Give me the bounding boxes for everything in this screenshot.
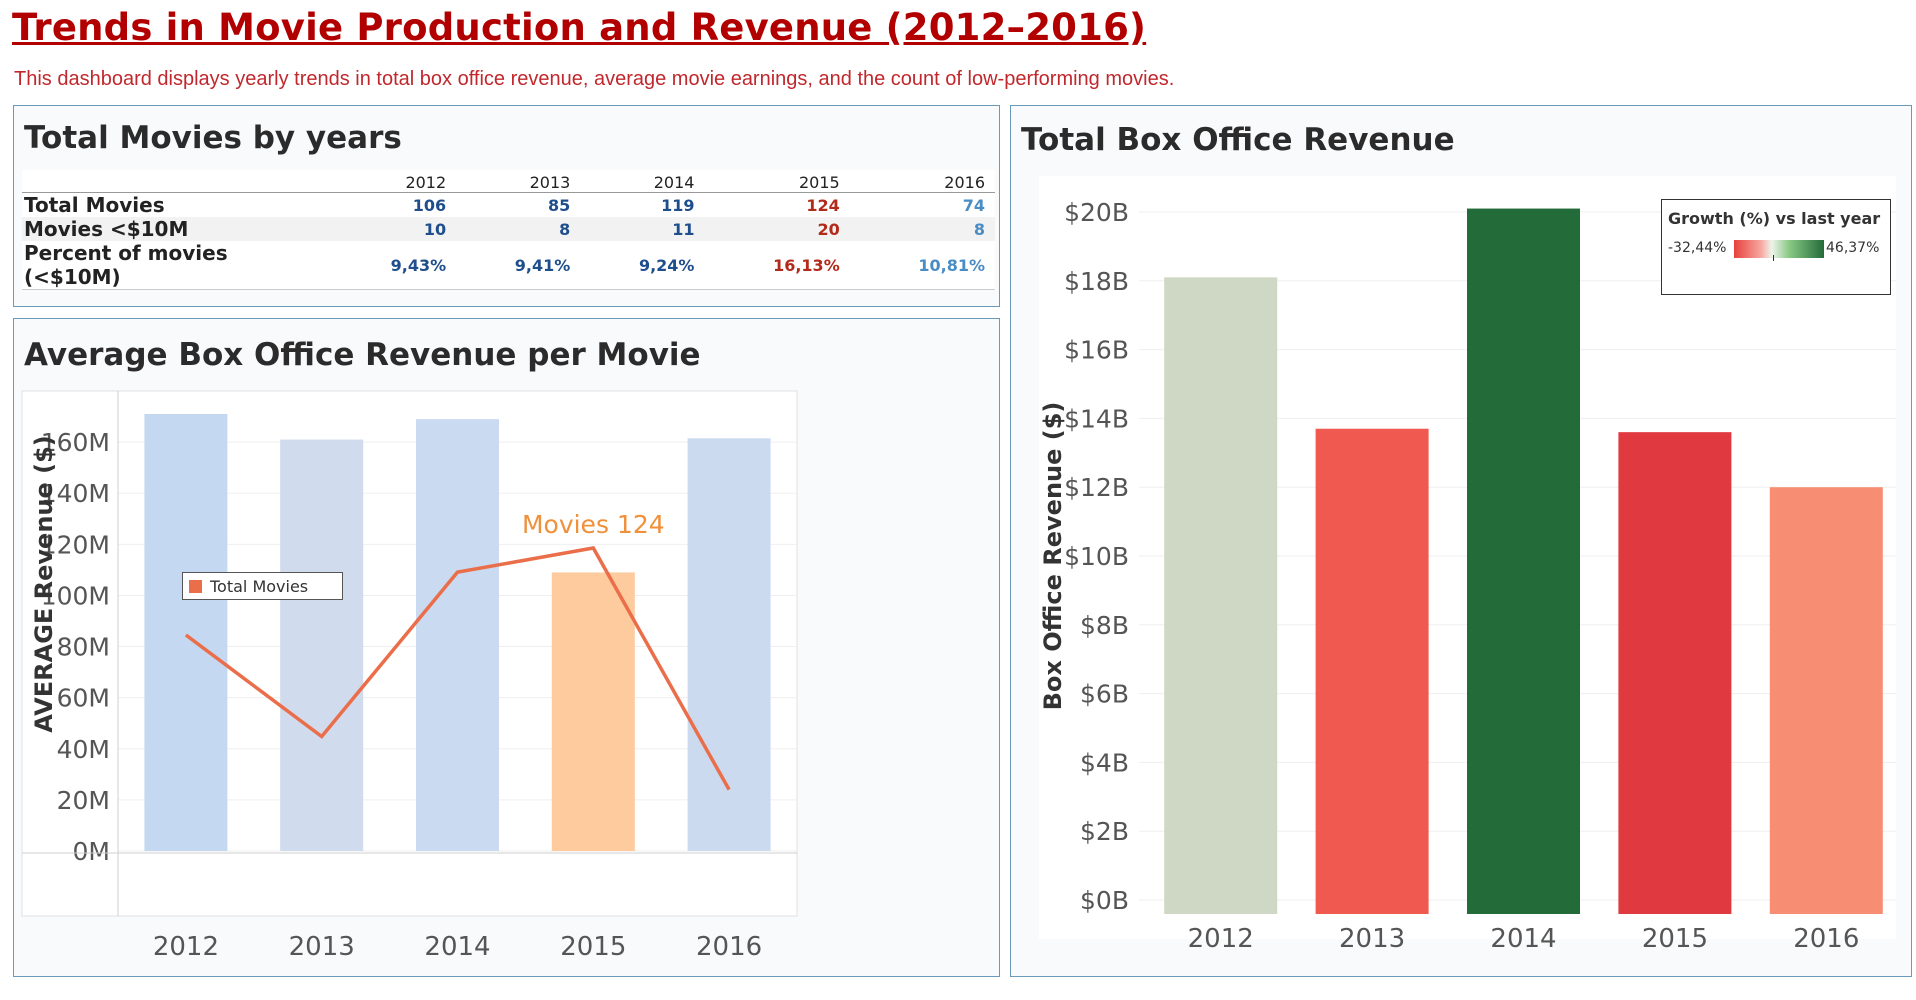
table-row-label: Total Movies <box>24 193 165 217</box>
table-header-row: 2012 2013 2014 2015 2016 <box>22 170 995 193</box>
table-year-header: 2013 <box>456 170 581 193</box>
movies-by-year-panel: Total Movies by years 2012 2013 2014 201… <box>13 105 1000 307</box>
movies-by-year-table: 2012 2013 2014 2015 2016 Total Movies 106… <box>22 170 995 290</box>
avg-y-tick-label: 160M <box>41 428 110 457</box>
table-row: Total Movies 106 85 119 124 74 <box>22 193 995 217</box>
table-year-header: 2014 <box>580 170 705 193</box>
dashboard-subtitle: This dashboard displays yearly trends in… <box>14 68 1175 90</box>
legend-swatch <box>189 579 202 593</box>
total-y-tick-label: $18B <box>1064 267 1129 296</box>
table-row: Movies <$10M 10 8 11 20 8 <box>22 217 995 241</box>
table-cell: 85 <box>548 195 571 215</box>
table-cell: 16,13% <box>704 241 850 290</box>
table-cell: 9,41% <box>456 241 581 290</box>
total-y-tick-label: $10B <box>1064 542 1129 571</box>
avg-plot-area <box>21 390 798 917</box>
avg-x-tick-label: 2016 <box>696 932 762 962</box>
avg-bar <box>280 439 364 851</box>
avg-revenue-panel: Average Box Office Revenue per Movie 0M 2… <box>13 318 1000 977</box>
growth-legend[interactable]: Growth (%) vs last year -32,44% 46,37% <box>1661 199 1891 295</box>
total-bar <box>1769 487 1883 914</box>
avg-x-tick-label: 2014 <box>424 932 490 962</box>
table-cell: 20 <box>704 217 850 241</box>
total-bar <box>1164 277 1278 914</box>
total-bar <box>1315 428 1429 914</box>
total-revenue-panel: Total Box Office Revenue $0B $2B $4B $6B $8B… <box>1010 105 1912 977</box>
avg-y-tick-label: 140M <box>41 479 110 508</box>
table-cell: 8 <box>456 217 581 241</box>
dashboard-title: Trends in Movie Production and Revenue (… <box>12 6 1147 49</box>
total-movies-line <box>184 546 731 791</box>
total-revenue-chart: $0B $2B $4B $6B $8B $10B $12B $14B $16B $18B $20B B… <box>1039 176 1896 954</box>
total-y-tick-label: $14B <box>1064 404 1129 433</box>
total-y-axis-label: Box Office Revenue ($) <box>1039 402 1067 711</box>
avg-x-tick-label: 2013 <box>289 932 355 962</box>
avg-panel-title: Average Box Office Revenue per Movie <box>24 337 701 373</box>
total-bar <box>1618 432 1732 914</box>
table-panel-title: Total Movies by years <box>24 120 402 156</box>
avg-x-tick-label: 2015 <box>560 932 626 962</box>
growth-legend-max: 46,37% <box>1826 240 1880 256</box>
table-cell: 124 <box>806 195 840 215</box>
avg-y-tick-label: 20M <box>57 786 110 815</box>
table-cell: 9,24% <box>580 241 705 290</box>
table-cell: 106 <box>412 195 447 215</box>
total-y-tick-label: $4B <box>1080 748 1129 777</box>
table-cell: 9,43% <box>332 241 457 290</box>
growth-legend-title: Growth (%) vs last year <box>1668 209 1881 228</box>
table-row-label: Percent of movies (<$10M) <box>22 241 332 290</box>
total-y-tick-label: $16B <box>1064 336 1129 365</box>
total-y-tick-label: $6B <box>1080 680 1129 709</box>
total-x-tick-label: 2016 <box>1793 924 1859 954</box>
legend-label: Total Movies <box>210 576 309 596</box>
table-cell: 11 <box>580 217 705 241</box>
total-bar <box>1467 208 1580 914</box>
avg-y-tick-label: 40M <box>57 735 110 764</box>
total-panel-title: Total Box Office Revenue <box>1021 122 1455 158</box>
table-year-header: 2015 <box>704 170 850 193</box>
avg-bar <box>551 572 635 851</box>
avg-bar <box>416 419 499 851</box>
total-x-tick-label: 2014 <box>1490 924 1556 954</box>
table-cell: 10 <box>332 217 457 241</box>
avg-bar <box>687 438 771 851</box>
movies-annotation: Movies 124 <box>522 510 665 539</box>
total-y-tick-label: $20B <box>1064 198 1129 227</box>
avg-y-tick-label: 120M <box>41 530 110 559</box>
total-y-tick-label: $12B <box>1064 473 1129 502</box>
table-cell: 10,81% <box>849 241 995 290</box>
total-y-tick-label: $8B <box>1080 611 1129 640</box>
growth-legend-min: -32,44% <box>1668 240 1727 256</box>
avg-y-tick-label: 100M <box>41 581 110 610</box>
avg-x-tick-label: 2012 <box>153 932 219 962</box>
avg-y-axis-label: AVERAGE Revenue ($) <box>30 435 58 733</box>
avg-y-tick-label: 0M <box>73 837 110 866</box>
total-y-tick-label: $0B <box>1080 886 1129 915</box>
table-cell: 74 <box>962 195 985 215</box>
table-row-label: Movies <$10M <box>22 217 332 241</box>
growth-legend-zero-tick <box>1773 255 1774 261</box>
growth-legend-ramp <box>1734 240 1824 258</box>
total-x-tick-label: 2015 <box>1642 924 1708 954</box>
total-x-tick-label: 2012 <box>1188 924 1254 954</box>
table-year-header: 2016 <box>849 170 995 193</box>
total-y-tick-label: $2B <box>1080 817 1129 846</box>
table-year-header: 2012 <box>332 170 457 193</box>
avg-y-tick-label: 60M <box>57 684 110 713</box>
total-x-tick-label: 2013 <box>1339 924 1405 954</box>
avg-bar <box>144 414 228 851</box>
table-row: Percent of movies (<$10M) 9,43% 9,41% 9,24%… <box>22 241 995 290</box>
table-header-blank <box>22 170 332 193</box>
total-movies-legend[interactable]: Total Movies <box>182 572 343 600</box>
table-cell: 8 <box>849 217 995 241</box>
table-cell: 119 <box>661 195 695 215</box>
avg-y-tick-label: 80M <box>57 633 110 662</box>
